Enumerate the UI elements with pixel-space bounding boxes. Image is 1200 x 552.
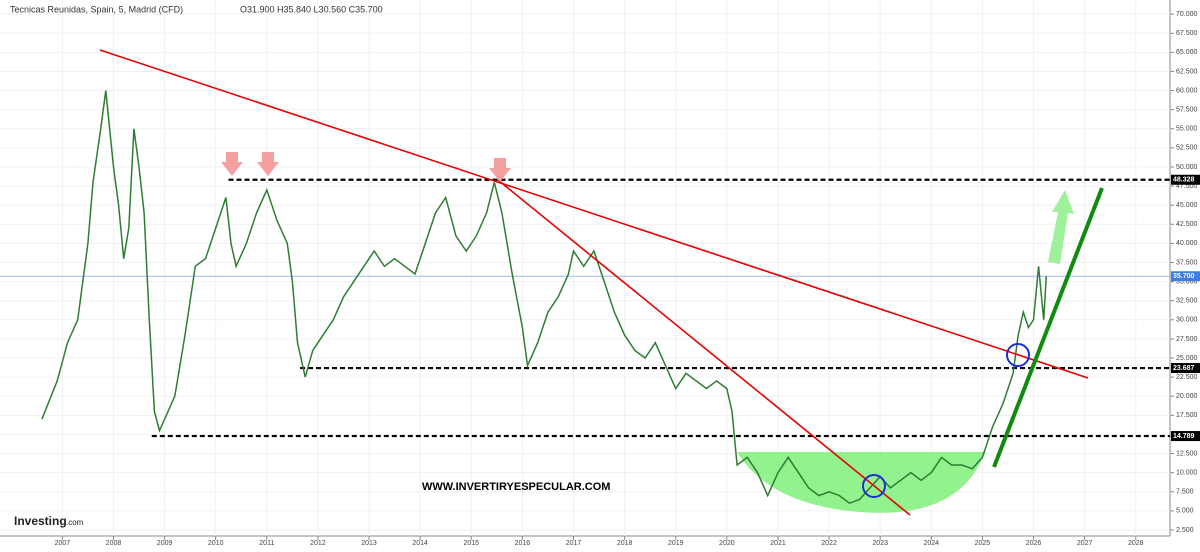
watermark: WWW.INVERTIRYESPECULAR.COM bbox=[422, 481, 610, 493]
down-arrow bbox=[221, 152, 243, 176]
last-price-bg bbox=[1171, 271, 1200, 282]
logo: Investing bbox=[14, 514, 67, 528]
x-tick-label: 2013 bbox=[361, 540, 377, 547]
x-tick-label: 2018 bbox=[617, 540, 633, 547]
x-tick-label: 2015 bbox=[463, 540, 479, 547]
y-tick-label: 30.000 bbox=[1176, 317, 1198, 324]
y-tick-label: 50.000 bbox=[1176, 164, 1198, 171]
ohlc-label: O31.900 H35.840 L30.560 C35.700 bbox=[240, 4, 383, 14]
circle bbox=[862, 474, 886, 498]
y-tick-label: 5.000 bbox=[1176, 508, 1194, 515]
x-tick-label: 2023 bbox=[872, 540, 888, 547]
level-label-bg bbox=[1171, 363, 1200, 374]
level-label: 23.687 bbox=[1173, 365, 1195, 372]
y-tick-label: 47.500 bbox=[1176, 183, 1198, 190]
x-tick-label: 2012 bbox=[310, 540, 326, 547]
x-tick-label: 2014 bbox=[412, 540, 428, 547]
y-tick-label: 7.500 bbox=[1176, 489, 1194, 496]
y-tick-label: 42.500 bbox=[1176, 221, 1198, 228]
y-tick-label: 70.000 bbox=[1176, 11, 1198, 18]
grid bbox=[0, 0, 1170, 536]
y-tick-label: 37.500 bbox=[1176, 259, 1198, 266]
y-tick-label: 10.000 bbox=[1176, 469, 1198, 476]
y-tick-label: 52.500 bbox=[1176, 145, 1198, 152]
y-tick-label: 65.000 bbox=[1176, 49, 1198, 56]
logo-suffix: .com bbox=[66, 518, 84, 527]
y-tick-label: 35.000 bbox=[1176, 278, 1198, 285]
x-tick-label: 2021 bbox=[770, 540, 786, 547]
x-tick-label: 2027 bbox=[1077, 540, 1093, 547]
x-tick-label: 2020 bbox=[719, 540, 735, 547]
x-tick-label: 2028 bbox=[1128, 540, 1144, 547]
x-tick-label: 2017 bbox=[566, 540, 582, 547]
y-tick-label: 67.500 bbox=[1176, 30, 1198, 37]
chart-title: Tecnicas Reunidas, Spain, 5, Madrid (CFD… bbox=[10, 4, 183, 14]
level-label-bg bbox=[1171, 174, 1200, 185]
circle bbox=[1006, 343, 1030, 367]
y-tick-label: 17.500 bbox=[1176, 412, 1198, 419]
x-tick-label: 2022 bbox=[821, 540, 837, 547]
down-arrow bbox=[257, 152, 279, 176]
y-tick-label: 60.000 bbox=[1176, 87, 1198, 94]
trendline bbox=[497, 179, 911, 516]
y-tick-label: 22.500 bbox=[1176, 374, 1198, 381]
level-label-bg bbox=[1171, 431, 1200, 442]
x-tick-label: 2024 bbox=[924, 540, 940, 547]
up-arrow bbox=[1048, 190, 1074, 264]
y-tick-label: 12.500 bbox=[1176, 450, 1198, 457]
x-tick-label: 2008 bbox=[106, 540, 122, 547]
down-arrow bbox=[489, 158, 511, 182]
y-tick-label: 55.000 bbox=[1176, 126, 1198, 133]
y-tick-label: 20.000 bbox=[1176, 393, 1198, 400]
y-tick-label: 40.000 bbox=[1176, 240, 1198, 247]
y-tick-label: 62.500 bbox=[1176, 68, 1198, 75]
x-tick-label: 2025 bbox=[975, 540, 991, 547]
x-tick-label: 2007 bbox=[55, 540, 71, 547]
x-tick-label: 2010 bbox=[208, 540, 224, 547]
x-tick-label: 2011 bbox=[259, 540, 274, 547]
series bbox=[41, 90, 1048, 505]
trendline bbox=[99, 49, 1089, 379]
x-tick-label: 2016 bbox=[515, 540, 531, 547]
x-tick-label: 2026 bbox=[1026, 540, 1042, 547]
x-tick-label: 2019 bbox=[668, 540, 684, 547]
last-price-label: 35.700 bbox=[1173, 273, 1195, 280]
level-label: 14.789 bbox=[1173, 433, 1195, 440]
price-line bbox=[41, 90, 1048, 505]
axes: 2.5005.0007.50010.00012.50015.00017.5002… bbox=[55, 11, 1200, 547]
y-tick-label: 32.500 bbox=[1176, 298, 1198, 305]
levels bbox=[0, 178, 1170, 438]
y-tick-label: 45.000 bbox=[1176, 202, 1198, 209]
rounded-bottom bbox=[737, 452, 985, 513]
x-tick-label: 2009 bbox=[157, 540, 173, 547]
y-tick-label: 27.500 bbox=[1176, 336, 1198, 343]
y-tick-label: 2.500 bbox=[1176, 527, 1194, 534]
level-label: 48.328 bbox=[1173, 177, 1195, 184]
y-tick-label: 57.500 bbox=[1176, 107, 1198, 114]
y-tick-label: 25.000 bbox=[1176, 355, 1198, 362]
support-line bbox=[992, 187, 1104, 468]
